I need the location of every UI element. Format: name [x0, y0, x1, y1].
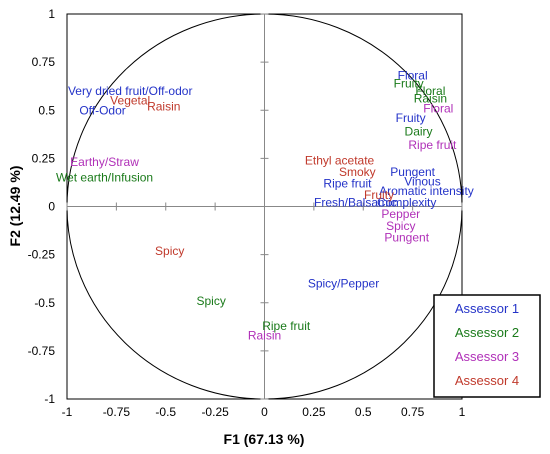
y-tick-label: 0 [48, 200, 55, 214]
x-tick-label: -1 [62, 405, 73, 419]
legend-entry: Assessor 3 [455, 349, 519, 364]
point-label: Floral [415, 84, 445, 98]
y-tick-label: 1 [48, 7, 55, 21]
point-label: Fruity [364, 188, 394, 202]
point-label: Off-Odor [79, 103, 125, 117]
x-tick-label: -0.5 [155, 405, 176, 419]
x-tick-label: 1 [459, 405, 466, 419]
point-label: Floral [423, 101, 453, 115]
point-label: Ripe fruit [408, 138, 457, 152]
y-tick-label: -0.5 [34, 296, 55, 310]
point-label: Spicy [155, 244, 184, 258]
point-label: Raisin [414, 92, 447, 106]
point-label: Very dried fruit/Off-odor [68, 84, 193, 98]
y-tick-label: 0.75 [32, 55, 56, 69]
point-label: Vegetal [110, 94, 150, 108]
point-label: Dairy [405, 124, 433, 138]
point-label: Raisin [147, 99, 180, 113]
legend-entry: Assessor 2 [455, 325, 519, 340]
axis-layer [66, 13, 463, 400]
point-label-layer: Very dried fruit/Off-odorOff-OdorFloralF… [56, 69, 474, 343]
point-label: Pungent [384, 230, 429, 244]
point-label: Complexity [377, 196, 436, 210]
legend-entry: Assessor 4 [455, 373, 519, 388]
legend-box [433, 294, 541, 398]
y-tick-label: -0.25 [28, 248, 56, 262]
point-label: Ethyl acetate [305, 153, 375, 167]
x-tick-label: -0.75 [103, 405, 131, 419]
y-tick-label: 0.5 [38, 103, 55, 117]
point-label: Fruity [396, 111, 426, 125]
point-label: Aromatic intensity [379, 184, 474, 198]
x-tick-label: 0.5 [355, 405, 372, 419]
point-label: Pepper [381, 207, 420, 221]
point-label: Fruity [394, 76, 424, 90]
x-tick-label: -0.25 [201, 405, 229, 419]
x-tick-label: 0 [261, 405, 268, 419]
point-label: Fresh/Balsamic [314, 196, 397, 210]
x-axis-title: F1 (67.13 %) [224, 431, 305, 447]
x-tick-label: 0.25 [302, 405, 326, 419]
point-label: Earthy/Straw [70, 155, 139, 169]
point-label: Smoky [339, 165, 376, 179]
point-label: Floral [398, 69, 428, 83]
point-label: Pungent [390, 165, 435, 179]
point-label: Spicy/Pepper [308, 277, 379, 291]
tick-label-layer: -1 -0.75 -0.5 -0.25 0 0.25 0.5 0.75 1 -1 -0.75 -0.5… [28, 7, 466, 419]
y-tick-label: -1 [44, 392, 55, 406]
y-tick-label: 0.25 [32, 151, 56, 165]
point-label: Vinous [404, 174, 440, 188]
legend-items: Assessor 1 Assessor 2 Assessor 3 Assessor 4 [455, 301, 519, 388]
point-label: Wet earth/Infusion [56, 171, 153, 185]
point-label: Raisin [248, 328, 281, 342]
x-tick-label: 0.75 [401, 405, 425, 419]
legend: Assessor 1 Assessor 2 Assessor 3 Assessor 4 [433, 294, 541, 398]
y-axis-title: F2 (12.49 %) [7, 166, 23, 247]
point-label: Spicy [386, 219, 415, 233]
point-label: Spicy [197, 294, 226, 308]
legend-entry: Assessor 1 [455, 301, 519, 316]
y-tick-label: -0.75 [28, 344, 56, 358]
point-label: Ripe fruit [262, 319, 311, 333]
point-label: Ripe fruit [323, 176, 372, 190]
